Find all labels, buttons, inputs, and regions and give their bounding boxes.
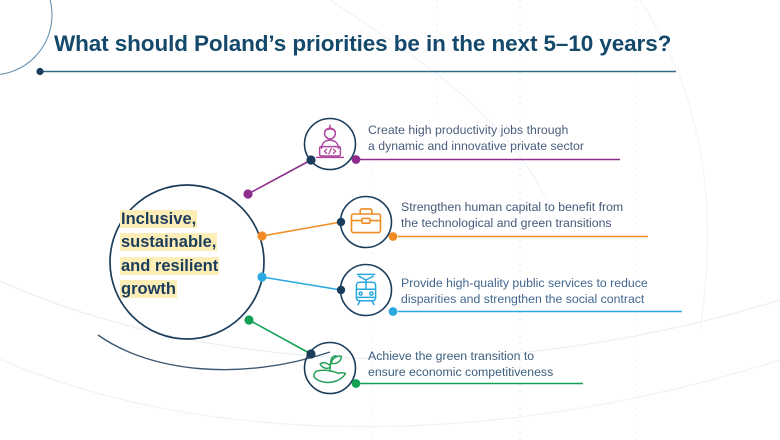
connector-green-transition xyxy=(244,315,316,359)
title-rule-origin-dot xyxy=(36,67,44,76)
underline-start-dot-human-capital xyxy=(388,232,398,241)
hub-circle xyxy=(109,184,265,340)
central-concept-line-3: and resilient xyxy=(120,256,220,275)
branch-label-green-transition: Achieve the green transition to ensure e… xyxy=(368,348,553,381)
node-ring-jobs xyxy=(303,117,357,171)
node-ring-green-transition xyxy=(303,341,357,395)
page-title: What should Poland’s priorities be in th… xyxy=(54,31,672,56)
central-concept-label: Inclusive, sustainable, and resilient gr… xyxy=(120,208,270,302)
branch-label-human-capital: Strengthen human capital to benefit from… xyxy=(401,199,623,232)
underline-start-dot-green-transition xyxy=(351,379,361,388)
branch-label-human-capital-line-1: Strengthen human capital to benefit from xyxy=(401,200,624,214)
branch-label-public-services: Provide high-quality public services to … xyxy=(401,275,648,308)
branch-label-public-services-line-2: disparities and strengthen the social co… xyxy=(401,292,645,307)
central-concept-line-1: Inclusive, xyxy=(120,210,198,228)
node-ring-human-capital xyxy=(339,195,393,249)
branch-node-green-transition[interactable] xyxy=(303,341,584,395)
branch-label-human-capital-line-2: the technological and green transitions xyxy=(401,216,612,231)
central-concept-line-4: growth xyxy=(120,280,177,299)
branch-label-jobs-line-2: a dynamic and innovative private sector xyxy=(368,139,584,154)
underline-start-dot-jobs xyxy=(351,155,361,164)
connector-jobs xyxy=(243,155,316,199)
tram-icon xyxy=(355,273,377,306)
briefcase-icon xyxy=(350,208,382,234)
branch-label-jobs: Create high productivity jobs through a … xyxy=(368,122,584,155)
branch-label-green-transition-line-1: Achieve the green transition to xyxy=(368,349,535,363)
connector-human-capital xyxy=(257,217,346,241)
branch-node-human-capital[interactable] xyxy=(339,195,649,249)
hand-plant-icon xyxy=(313,355,347,384)
branch-label-jobs-line-1: Create high productivity jobs through xyxy=(368,123,569,137)
node-ring-public-services xyxy=(339,263,393,317)
underline-start-dot-public-services xyxy=(388,307,398,316)
connector-public-services xyxy=(257,272,346,295)
central-concept-line-2: sustainable, xyxy=(120,233,218,252)
person-laptop-code-icon xyxy=(315,124,345,159)
branch-node-public-services[interactable] xyxy=(339,263,683,317)
branch-node-jobs[interactable] xyxy=(303,117,621,171)
branch-label-public-services-line-1: Provide high-quality public services to … xyxy=(401,276,648,290)
branch-label-green-transition-line-2: ensure economic competitiveness xyxy=(368,365,554,380)
